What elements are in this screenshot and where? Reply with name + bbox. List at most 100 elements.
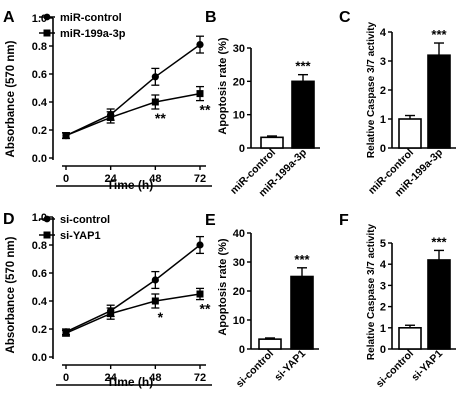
y-tick-label: 0.2: [32, 125, 47, 137]
x-tick-label: 72: [194, 372, 206, 384]
legend-label: si-YAP1: [60, 230, 101, 242]
y-tick-label: 0: [239, 344, 245, 356]
bar: [290, 275, 314, 350]
line-chart-d: 0.00.20.40.60.81.00 24 48 72***si-controlsi…: [32, 212, 212, 386]
ylabel-b: Apoptosis rate (%): [217, 37, 229, 135]
bar: [260, 136, 284, 149]
bar: [398, 118, 422, 149]
y-tick-label: 0: [380, 344, 386, 356]
data-point-circle: [196, 41, 204, 49]
y-tick-label: 0.8: [32, 240, 47, 252]
y-tick-label: 0.0: [32, 153, 47, 165]
y-tick-label: 10: [233, 110, 245, 122]
y-tick-label: 0.6: [32, 268, 47, 280]
y-tick-label: 0.6: [32, 69, 47, 81]
legend-marker-square: [43, 29, 51, 37]
line-chart-a: 0.0 0.2 0.4 0.6 0.8 1.0 0 24 48 72 ** ** miR-control…: [32, 12, 212, 187]
y-tick-label: 2: [380, 302, 386, 314]
significance-mark: *: [158, 309, 164, 325]
data-point-square: [151, 297, 159, 305]
legend-label: miR-control: [60, 12, 122, 24]
ylabel-d: Absorbance (570 nm): [5, 236, 17, 353]
series-line: [65, 244, 201, 333]
y-tick-label: 1.0: [32, 13, 47, 25]
legend-marker-square: [43, 231, 51, 239]
y-tick-label: 40: [233, 228, 245, 240]
panel-letter-d: D: [3, 211, 15, 228]
panel-C: C Relative Caspase 3/7 activity: [339, 9, 377, 158]
x-tick-label: 0: [63, 173, 69, 185]
legend-marker-circle: [43, 13, 51, 21]
xlabel-a: Time (h): [107, 178, 153, 192]
y-tick-label: 30: [233, 257, 245, 269]
y-tick-label: 3: [380, 56, 386, 68]
panel-letter-a: A: [3, 9, 15, 26]
panel-F: F Relative Caspase 3/7 activity: [339, 212, 377, 360]
series-line: [65, 293, 201, 334]
ylabel-c: Relative Caspase 3/7 activity: [366, 21, 377, 158]
significance-mark: **: [200, 301, 211, 317]
legend-marker-circle: [43, 215, 51, 223]
series-line: [65, 43, 201, 137]
ylabel-e: Apoptosis rate (%): [217, 238, 229, 336]
y-tick-label: 1.0: [32, 212, 47, 224]
panel-letter-f: F: [339, 212, 349, 229]
y-tick-label: 0.2: [32, 324, 47, 336]
data-point-square: [107, 113, 115, 121]
y-tick-label: 0.8: [32, 41, 47, 53]
panel-A: A Absorbance (570 nm) Time (h): [3, 9, 153, 192]
significance-mark: **: [155, 110, 166, 126]
x-tick-label: 0: [63, 372, 69, 384]
ylabel-f: Relative Caspase 3/7 activity: [366, 223, 377, 360]
y-tick-label: 1: [380, 114, 386, 126]
data-point-square: [62, 132, 70, 140]
significance-mark: ***: [431, 27, 447, 42]
y-tick-label: 0.4: [32, 97, 48, 109]
x-tick-label: 48: [149, 372, 161, 384]
series-treatment: [62, 85, 204, 140]
data-point-square: [151, 98, 159, 106]
panel-letter-c: C: [339, 9, 351, 26]
series-line: [65, 92, 201, 137]
y-tick-label: 0.4: [32, 296, 48, 308]
significance-mark: ***: [431, 234, 447, 249]
x-tick-label: 24: [105, 372, 118, 384]
y-tick-label: 1: [380, 323, 386, 335]
data-point-square: [107, 310, 115, 318]
y-tick-label: 0.0: [32, 352, 47, 364]
y-tick-label: 0: [239, 143, 245, 155]
x-tick-label: 48: [149, 173, 161, 185]
significance-mark: ***: [295, 59, 311, 74]
legend-label: si-control: [60, 214, 110, 226]
legend-label: miR-199a-3p: [60, 28, 126, 40]
series-control: [62, 235, 204, 336]
bar: [258, 338, 282, 350]
significance-mark: **: [200, 102, 211, 118]
y-tick-label: 4: [380, 27, 387, 39]
x-tick-label: 72: [194, 173, 206, 185]
category-label: si-YAP1: [272, 348, 308, 384]
data-point-square: [62, 329, 70, 337]
y-tick-label: 3: [380, 280, 386, 292]
y-tick-label: 10: [233, 315, 245, 327]
y-tick-label: 30: [233, 43, 245, 55]
series-control: [62, 35, 204, 140]
data-point-square: [196, 90, 204, 98]
panel-letter-b: B: [205, 9, 217, 26]
legend: si-control si-YAP1: [39, 214, 110, 242]
panel-E: E Apoptosis rate (%): [205, 212, 229, 336]
legend: miR-control miR-199a-3p: [39, 12, 126, 40]
significance-mark: ***: [294, 252, 310, 267]
data-point-circle: [151, 276, 159, 284]
series-treatment: [62, 287, 204, 337]
category-label: si-YAP1: [409, 348, 445, 384]
y-tick-label: 20: [233, 76, 245, 88]
x-tick-label: 24: [105, 173, 118, 185]
ylabel-a: Absorbance (570 nm): [5, 40, 17, 157]
y-tick-label: 2: [380, 85, 386, 97]
